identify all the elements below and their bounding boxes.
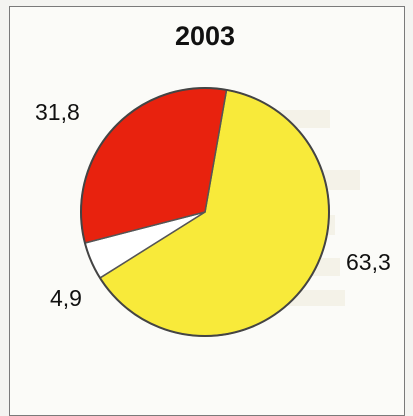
slice-label-yellow: 63,3: [346, 249, 391, 275]
pie-outline: [80, 87, 330, 337]
chart-title: 2003: [175, 21, 235, 51]
pie-chart: 2003 63,3 4,9 31,8: [35, 21, 391, 337]
pie-slices: [80, 87, 330, 337]
slice-label-red: 31,8: [35, 99, 80, 125]
slice-label-white: 4,9: [50, 285, 82, 311]
